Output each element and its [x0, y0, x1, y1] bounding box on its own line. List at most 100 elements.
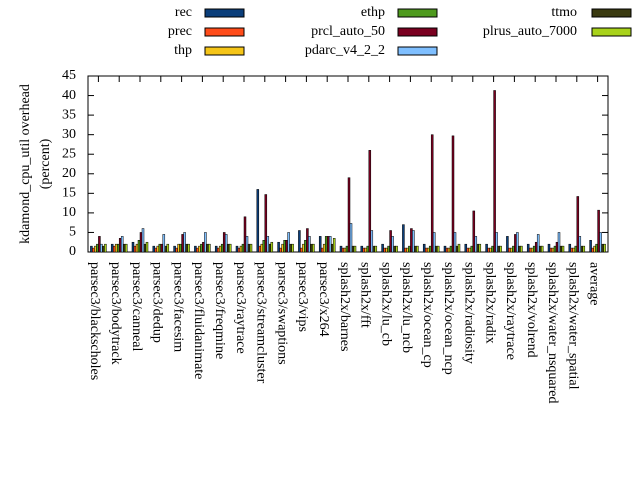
bar	[395, 245, 398, 253]
bar	[603, 243, 606, 253]
x-tick-label: splash2x/lu_cb	[378, 262, 393, 346]
bar	[141, 228, 145, 253]
bar	[116, 243, 120, 253]
x-tick-label: splash2x/lu_ncb	[399, 262, 414, 353]
bar	[345, 245, 349, 253]
bar	[493, 90, 496, 253]
bar	[580, 245, 584, 253]
bar	[540, 245, 544, 253]
bar	[204, 232, 207, 253]
bar	[508, 247, 511, 253]
bar	[561, 245, 565, 253]
bar	[532, 245, 536, 253]
bar	[208, 243, 211, 253]
bar	[277, 241, 280, 253]
bar	[512, 245, 515, 253]
bar	[476, 243, 480, 253]
bar	[582, 245, 586, 253]
bar	[534, 241, 538, 253]
bar	[200, 243, 203, 253]
x-tick-label: parsec3/canneal	[129, 262, 144, 351]
y-axis-label: (percent)	[38, 138, 53, 189]
x-tick-label: splash2x/radiosity	[462, 262, 477, 364]
bar	[353, 245, 357, 253]
bar	[491, 245, 494, 253]
y-tick-label: 15	[62, 186, 76, 201]
legend-label: ethp	[361, 5, 385, 20]
bar	[526, 243, 530, 253]
bar	[164, 245, 168, 253]
bar	[489, 247, 492, 253]
bar	[404, 247, 407, 253]
bar	[516, 232, 519, 253]
x-tick-label: splash2x/water_nsquared	[545, 262, 560, 404]
bar	[256, 189, 260, 253]
bar	[179, 243, 182, 253]
x-tick-label: parsec3/vips	[295, 262, 310, 332]
legend-label: prec	[168, 24, 192, 39]
x-tick-label: parsec3/facesim	[170, 262, 185, 352]
bar	[487, 247, 490, 253]
y-tick-label: 40	[62, 88, 76, 103]
bar	[310, 243, 313, 253]
bar	[162, 234, 166, 253]
bar	[262, 240, 266, 253]
y-axis-label: kdamond_cpu_util overhead	[18, 84, 33, 244]
bar	[485, 243, 488, 253]
bar	[268, 243, 272, 253]
legend-label: plrus_auto_7000	[483, 24, 577, 39]
legend-swatch	[204, 27, 245, 37]
bar	[281, 243, 284, 253]
bar	[131, 241, 135, 253]
bar	[349, 223, 353, 253]
bar	[559, 245, 563, 253]
bar	[291, 243, 294, 253]
bar	[118, 238, 122, 253]
x-tick-label: parsec3/x264	[316, 262, 331, 337]
bar	[495, 232, 498, 253]
bar	[300, 247, 303, 253]
x-tick-label: splash2x/water_spatial	[566, 262, 581, 390]
bar	[228, 243, 232, 253]
y-tick-label: 35	[62, 107, 76, 122]
bar	[408, 245, 411, 253]
bar	[595, 243, 598, 253]
x-tick-label: parsec3/raytrace	[233, 262, 248, 354]
legend-label: ttmo	[551, 5, 577, 20]
bar	[536, 234, 540, 253]
x-tick-label: splash2x/ocean_cp	[420, 262, 435, 368]
x-tick-label: parsec3/dedup	[150, 262, 165, 343]
x-tick-label: parsec3/streamcluster	[254, 262, 269, 384]
bar	[406, 247, 409, 253]
bar	[351, 245, 355, 253]
bar	[430, 134, 434, 253]
bar	[306, 228, 309, 253]
bar	[241, 243, 245, 253]
bar	[343, 247, 347, 253]
bar	[555, 241, 559, 253]
bar	[422, 243, 426, 253]
bar	[366, 245, 370, 253]
bar	[94, 245, 97, 253]
x-tick-label: splash2x/barnes	[337, 262, 352, 351]
bar	[368, 150, 372, 253]
bar	[572, 247, 576, 253]
bar	[593, 245, 596, 253]
bar	[181, 234, 184, 253]
bar	[443, 245, 447, 253]
bar	[470, 245, 474, 253]
bar	[364, 247, 368, 253]
bar	[154, 247, 158, 253]
bar	[455, 245, 459, 253]
bar	[235, 245, 239, 253]
bar	[553, 245, 557, 253]
bar	[102, 245, 105, 253]
x-tick-label: parsec3/bodytrack	[108, 262, 123, 365]
x-tick-label: parsec3/blackscholes	[87, 262, 102, 380]
bar	[414, 245, 417, 253]
bar	[570, 247, 574, 253]
bar	[226, 243, 230, 253]
bar	[434, 245, 438, 253]
bar	[362, 247, 366, 253]
